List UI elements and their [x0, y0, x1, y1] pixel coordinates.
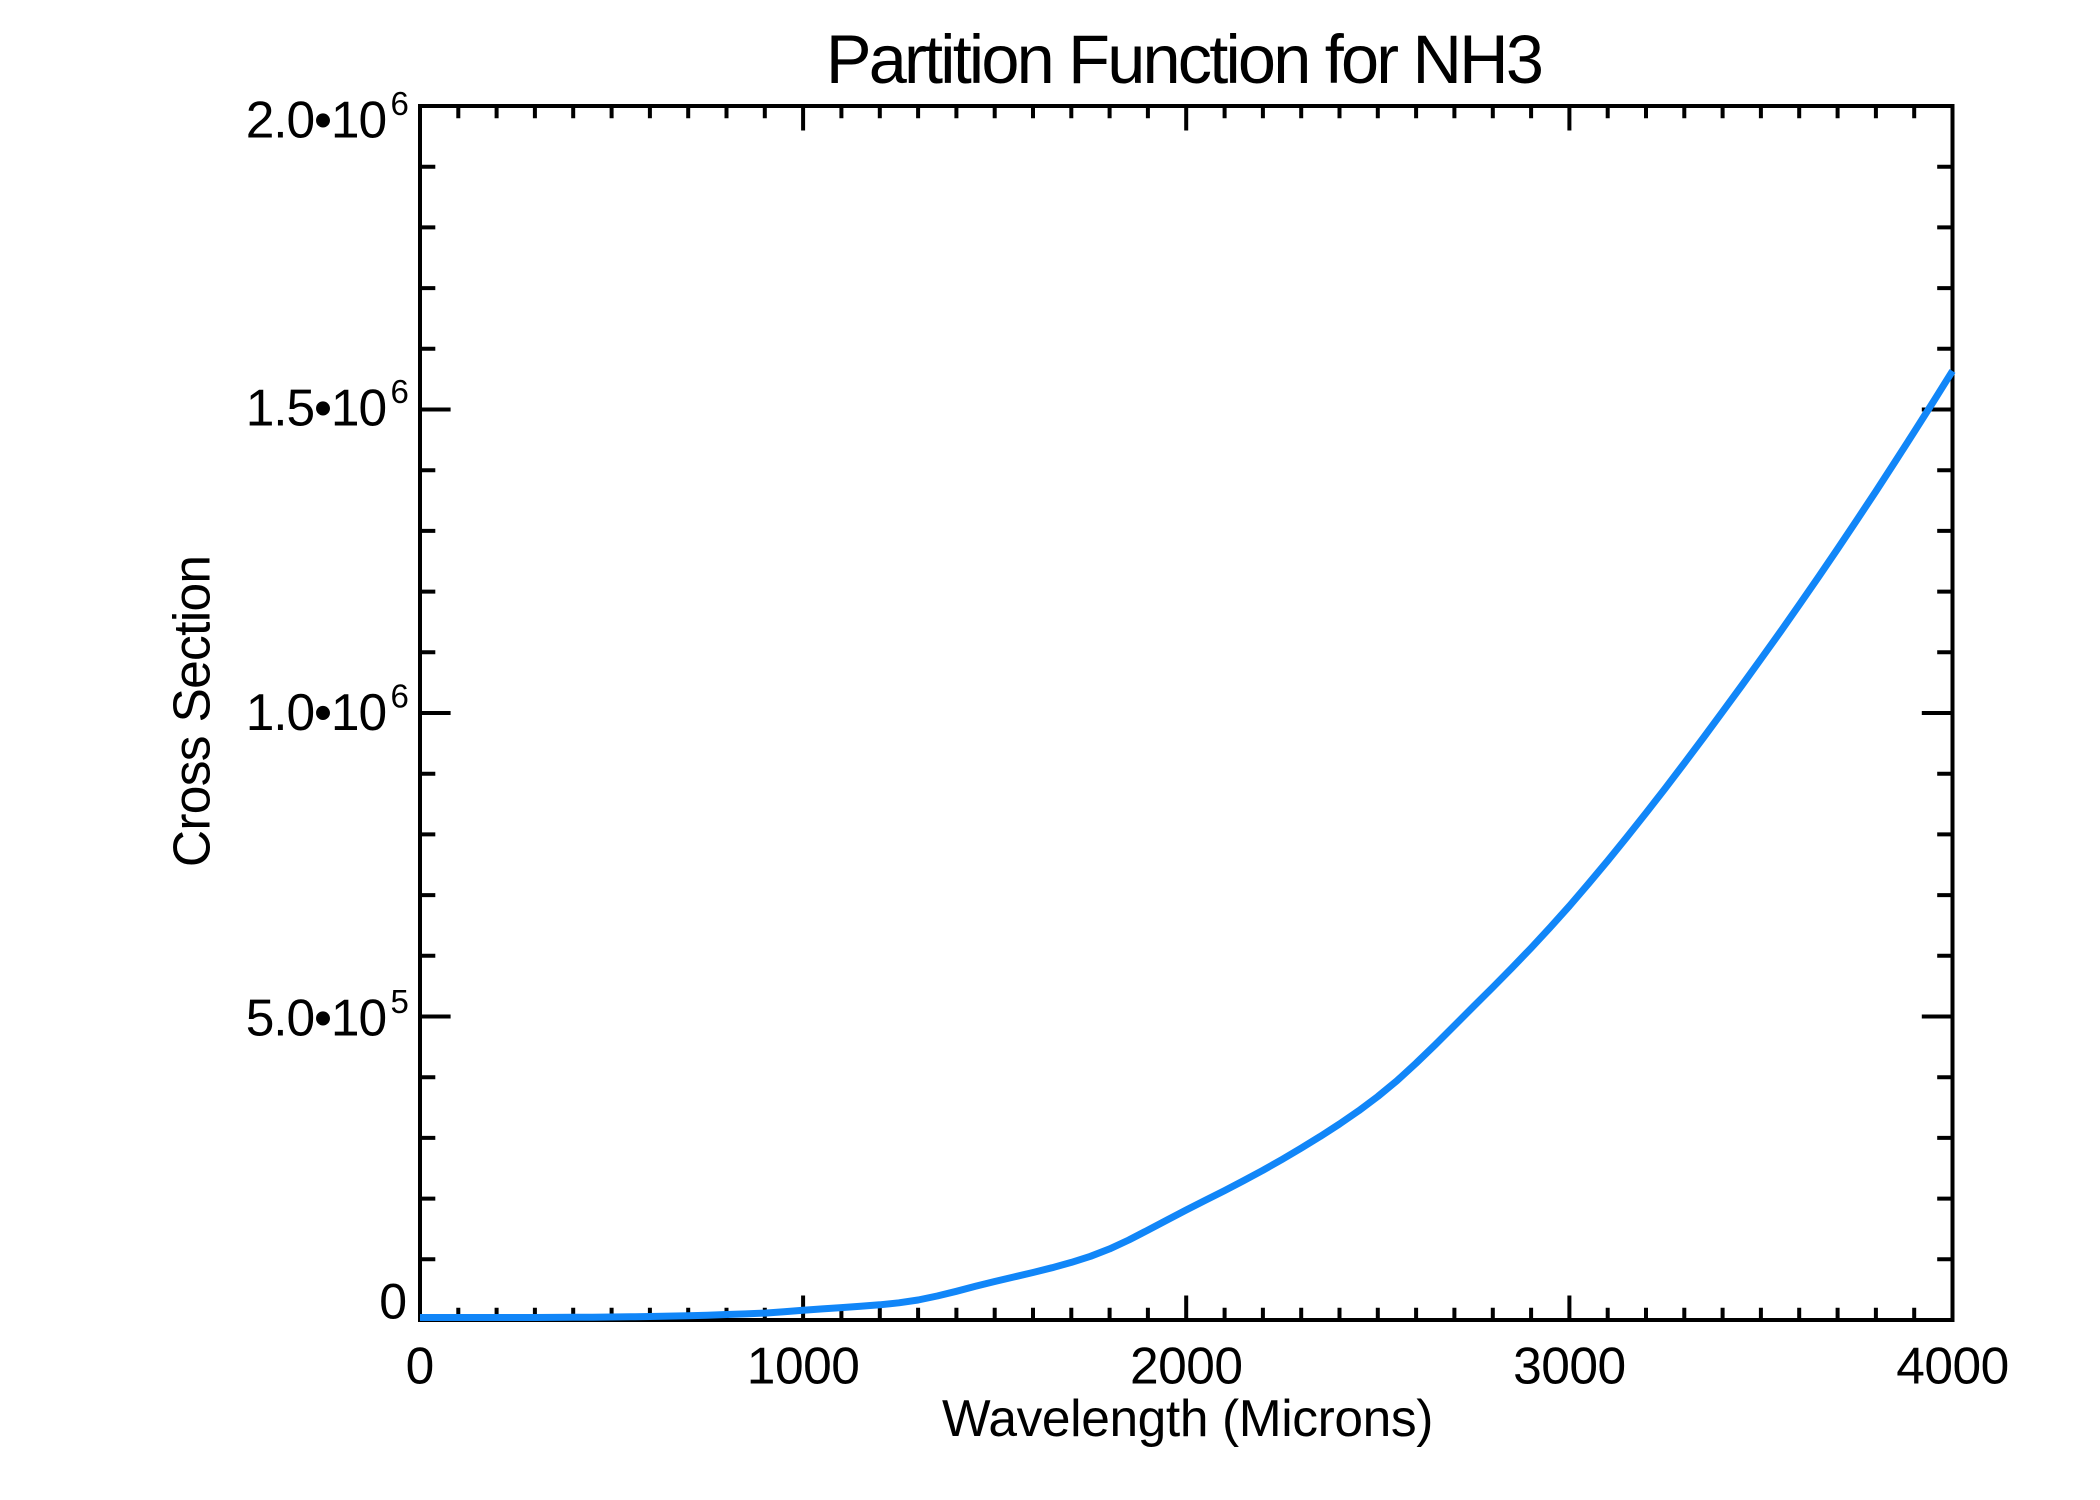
svg-text:1.0•10: 1.0•10 [246, 683, 386, 741]
svg-text:6: 6 [391, 373, 409, 410]
svg-text:1.5•10: 1.5•10 [246, 379, 386, 437]
svg-text:6: 6 [391, 85, 409, 122]
svg-text:5.0•10: 5.0•10 [246, 989, 386, 1047]
svg-text:6: 6 [391, 678, 409, 715]
svg-text:4000: 4000 [1896, 1336, 2009, 1394]
svg-text:2000: 2000 [1130, 1336, 1243, 1394]
svg-text:0: 0 [406, 1336, 435, 1394]
svg-text:Partition Function for NH3: Partition Function for NH3 [826, 21, 1542, 98]
svg-text:0: 0 [379, 1274, 407, 1330]
svg-text:Cross Section: Cross Section [163, 556, 221, 867]
svg-text:3000: 3000 [1513, 1336, 1626, 1394]
svg-text:2.0•10: 2.0•10 [246, 90, 386, 148]
svg-text:1000: 1000 [747, 1336, 860, 1394]
svg-text:Wavelength (Microns): Wavelength (Microns) [942, 1389, 1433, 1447]
svg-text:5: 5 [391, 983, 409, 1020]
